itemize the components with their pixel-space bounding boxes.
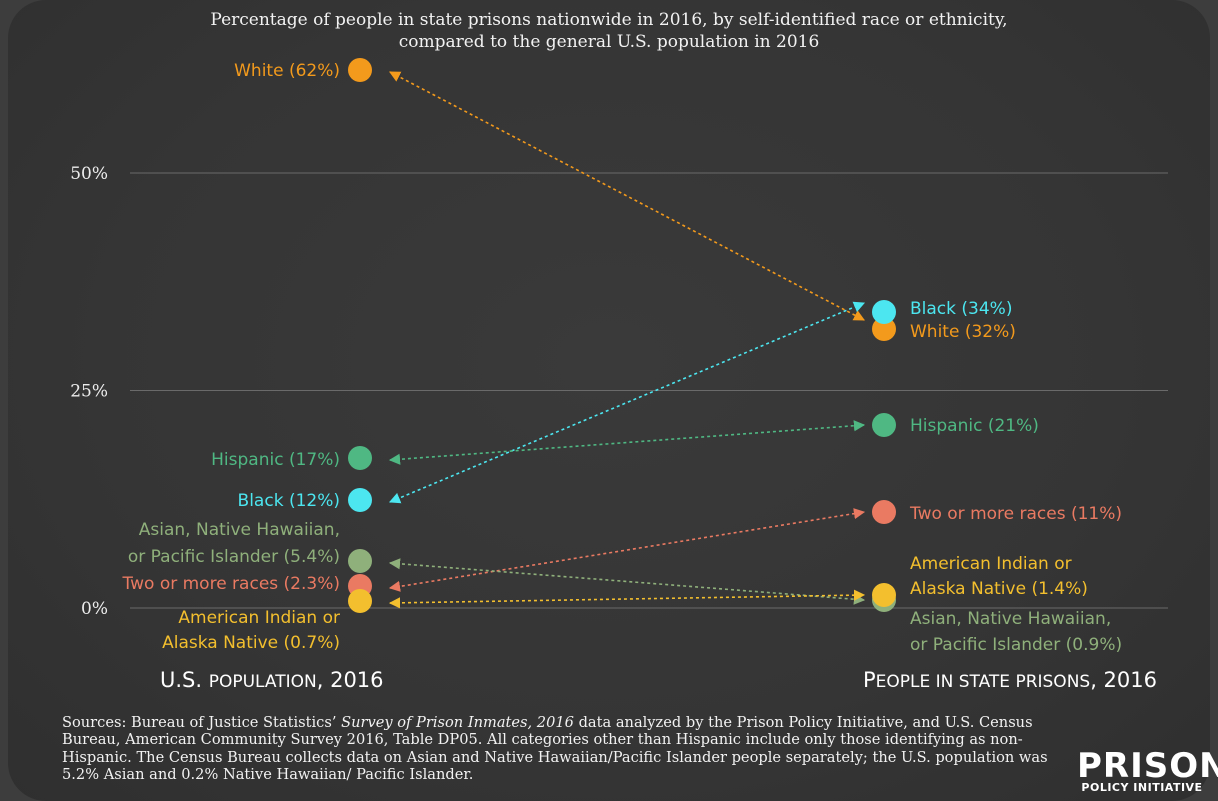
data-points — [348, 58, 896, 613]
us-point — [348, 549, 372, 573]
us-point — [348, 58, 372, 82]
sources-prefix: Sources: Bureau of Justice Statistics’ — [62, 714, 342, 731]
sources-suffix: data analyzed by the Prison Policy Initi… — [62, 714, 1048, 784]
prison-data-label: or Pacific Islander (0.9%) — [910, 635, 1122, 655]
y-axis-ticks: 50% 25% 0% — [70, 164, 108, 619]
prison-policy-initiative-logo: PRISON POLICY INITIATIVE — [1077, 746, 1218, 799]
prison-axis-title: PEOPLE IN STATE PRISONS, 2016 — [863, 668, 1157, 692]
connector-line — [388, 589, 866, 609]
prison-point — [872, 500, 896, 524]
prison-point — [872, 300, 896, 324]
y-tick-label: 25% — [70, 382, 108, 402]
us-data-label: or Pacific Islander (5.4%) — [128, 547, 340, 567]
us-data-label: Alaska Native (0.7%) — [162, 633, 340, 653]
us-data-label: American Indian or — [178, 608, 340, 628]
sources-note: Sources: Bureau of Justice Statistics’ S… — [62, 714, 1062, 784]
axis-title-part: POPULATION — [209, 672, 317, 692]
connector-line — [388, 301, 866, 504]
logo-wordmark: PRISON — [1077, 746, 1218, 786]
us-point — [348, 589, 372, 613]
axis-titles: U.S. POPULATION, 2016 PEOPLE IN STATE PRI… — [160, 668, 1157, 692]
prison-data-label: Two or more races (11%) — [909, 504, 1122, 524]
prison-data-label: Alaska Native (1.4%) — [910, 579, 1088, 599]
prison-point — [872, 317, 896, 341]
prison-data-label: Asian, Native Hawaiian, — [910, 609, 1111, 629]
axis-title-part: EOPLE IN STATE PRISONS — [876, 672, 1091, 692]
connector-line — [388, 558, 866, 605]
connector-line — [388, 420, 866, 465]
prison-data-label: White (32%) — [910, 322, 1016, 342]
connector-lines — [388, 71, 866, 609]
chart-title-line: Percentage of people in state prisons na… — [210, 10, 1007, 30]
chart-title: Percentage of people in state prisons na… — [210, 10, 1007, 52]
axis-title-part: , 2016 — [1090, 668, 1157, 692]
us-axis-title: U.S. POPULATION, 2016 — [160, 668, 384, 692]
us-data-label: Black (12%) — [238, 491, 340, 511]
us-data-label: Hispanic (17%) — [211, 450, 340, 470]
axis-title-part: , 2016 — [317, 668, 384, 692]
prison-data-label: Hispanic (21%) — [910, 416, 1039, 436]
us-data-label: White (62%) — [234, 61, 340, 81]
axis-title-part: U.S. — [160, 668, 209, 692]
connector-line — [388, 508, 866, 592]
data-labels: White (62%) White (32%) Black (12%) Black (… — [122, 61, 1123, 655]
prison-point — [872, 413, 896, 437]
prison-data-label: Black (34%) — [910, 299, 1012, 319]
sources-italic: Survey of Prison Inmates, 2016 — [341, 714, 574, 731]
connector-line — [389, 71, 865, 321]
y-tick-label: 50% — [70, 164, 108, 184]
gridlines — [130, 172, 1168, 609]
us-data-label: Asian, Native Hawaiian, — [139, 520, 340, 540]
chart-title-line: compared to the general U.S. population … — [399, 32, 820, 52]
us-point — [348, 446, 372, 470]
prison-data-label: American Indian or — [910, 554, 1072, 574]
axis-title-part: P — [863, 668, 876, 692]
logo-subtitle: POLICY INITIATIVE — [1081, 781, 1203, 794]
y-tick-label: 0% — [81, 599, 108, 619]
us-point — [348, 488, 372, 512]
prison-point — [872, 583, 896, 607]
us-data-label: Two or more races (2.3%) — [122, 574, 340, 594]
